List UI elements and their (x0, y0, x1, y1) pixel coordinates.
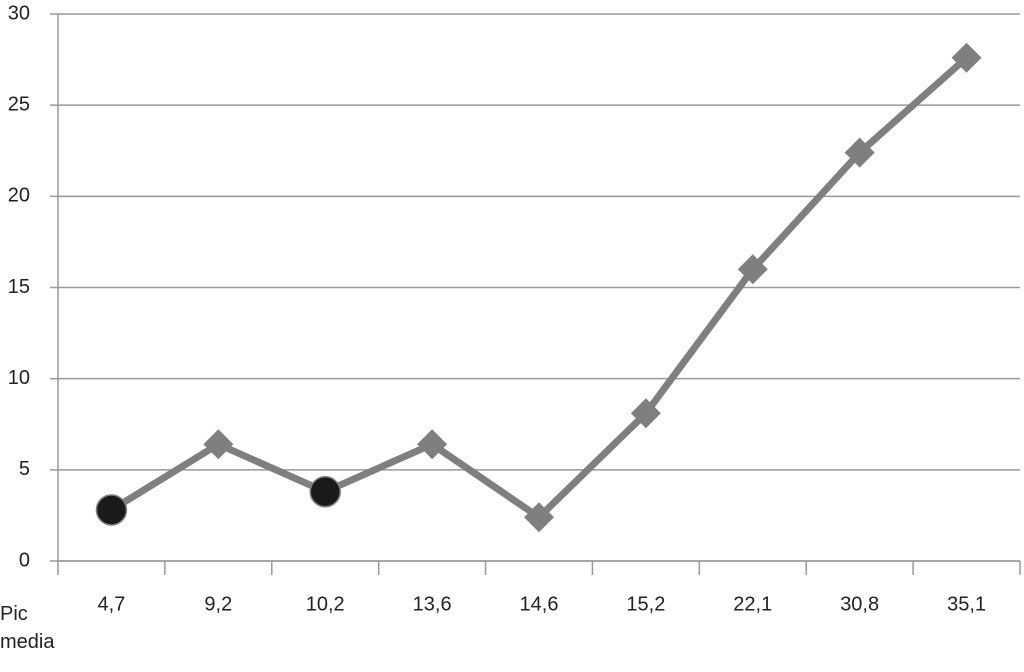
marker (844, 137, 875, 168)
x-tick-label: 22,1 (733, 593, 772, 615)
x-tick-label: 30,8 (840, 593, 879, 615)
y-tick-label: 0 (19, 549, 30, 571)
x-tick-label: 4,7 (98, 593, 126, 615)
y-tick-label: 25 (8, 93, 30, 115)
x-tick-label: 13,6 (413, 593, 452, 615)
y-tick-label: 20 (8, 185, 30, 207)
x-axis-label: Pic media (0, 603, 55, 653)
y-tick-label: 10 (8, 367, 30, 389)
x-tick-label: 15,2 (626, 593, 665, 615)
y-tick-label: 15 (8, 276, 30, 298)
marker (309, 475, 341, 508)
marker (951, 42, 982, 73)
y-tick-label: 30 (8, 2, 30, 24)
marker (630, 398, 661, 429)
marker (417, 429, 448, 460)
x-tick-label: 14,6 (520, 593, 559, 615)
marker (95, 494, 128, 526)
x-tick-label: 9,2 (204, 593, 232, 615)
marker (524, 502, 554, 533)
marker (737, 254, 768, 285)
x-tick-label: 10,2 (306, 593, 345, 615)
x-tick-label: 35,1 (947, 593, 986, 615)
marker (203, 429, 234, 460)
y-tick-label: 5 (19, 458, 30, 480)
